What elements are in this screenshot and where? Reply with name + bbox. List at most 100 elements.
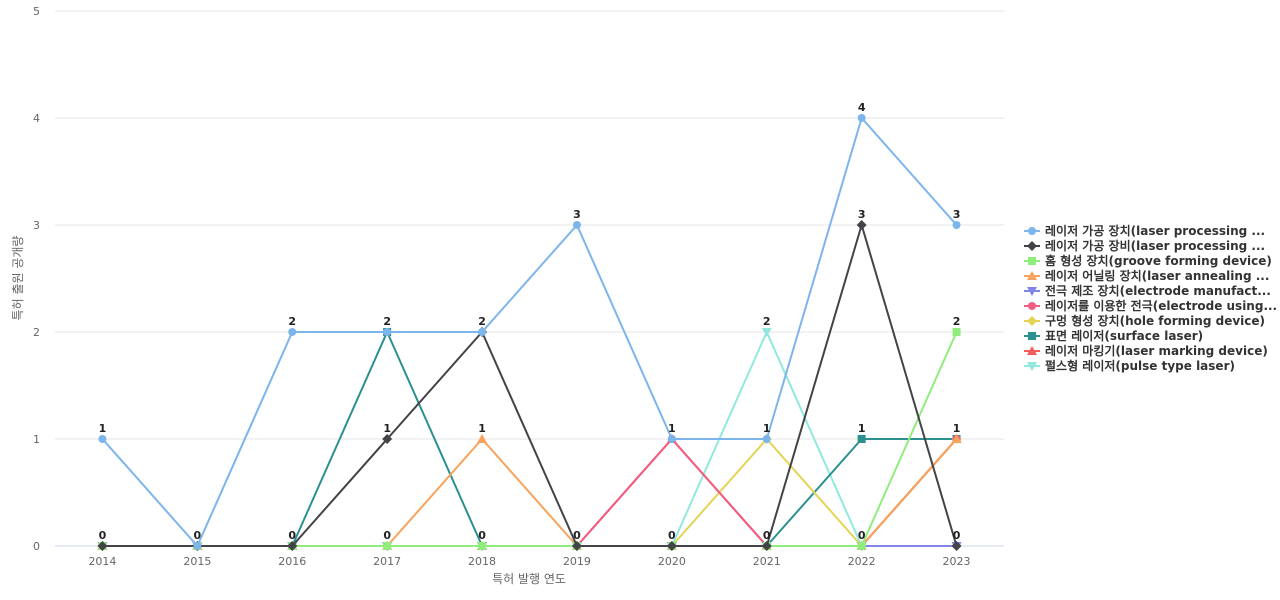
x-tick-label: 2017 (373, 555, 401, 568)
legend-marker (1027, 271, 1037, 280)
x-tick-label: 2023 (943, 555, 971, 568)
series-line-group (97, 434, 962, 550)
x-tick-label: 2019 (563, 555, 591, 568)
data-point (572, 221, 581, 229)
data-point (761, 541, 772, 551)
data-point (193, 542, 202, 550)
x-tick-label: 2021 (753, 555, 781, 568)
x-axis-title: 특허 발행 연도 (492, 571, 566, 586)
data-label: 2 (763, 315, 771, 328)
legend-label: 전극 제조 장치(electrode manufact... (1045, 283, 1271, 298)
x-tick-label: 2016 (278, 555, 306, 568)
data-label: 1 (953, 422, 961, 435)
data-label: 2 (383, 315, 391, 328)
legend-marker (1027, 287, 1037, 296)
legend-label: 레이저 어닐링 장치(laser annealing ... (1045, 268, 1269, 283)
series-line (102, 438, 958, 547)
data-label: 1 (763, 422, 771, 435)
data-label: 1 (99, 422, 107, 435)
data-point (478, 328, 487, 336)
series-group (97, 114, 962, 551)
legend-label: 펄스형 레이저(pulse type laser) (1045, 358, 1235, 373)
legend-item[interactable]: 홈 형성 장치(groove forming device) (1024, 253, 1272, 268)
data-label: 0 (194, 529, 202, 542)
data-labels: 1 0 0 2 0 2 1 0 2 1 0 3 0 1 0 2 1 0 4 3 1 0 3 2 1 0 (99, 101, 961, 542)
data-label: 3 (858, 208, 866, 221)
data-point (97, 541, 108, 551)
x-tick-label: 2022 (848, 555, 876, 568)
legend-marker (1027, 346, 1037, 355)
x-axis: 2014 2015 2016 2017 2018 2019 2020 2021 2022 2023 (88, 555, 970, 568)
legend-marker (1027, 241, 1037, 251)
legend-item[interactable]: 전극 제조 장치(electrode manufact... (1024, 283, 1271, 298)
series-line (101, 117, 958, 547)
y-tick-label: 2 (33, 326, 40, 339)
data-point (382, 434, 393, 444)
legend-item[interactable]: 레이저 가공 장비(laser processing ... (1024, 238, 1265, 253)
data-point (856, 220, 867, 230)
data-point (951, 434, 962, 443)
data-point (857, 542, 866, 550)
data-label: 0 (383, 529, 391, 542)
data-label: 0 (573, 529, 581, 542)
legend-marker (1028, 257, 1036, 265)
legend-item[interactable]: 레이저 마킹기(laser marking device) (1024, 343, 1268, 358)
data-point (951, 541, 962, 551)
data-label: 0 (858, 529, 866, 542)
legend-item[interactable]: 레이저 어닐링 장치(laser annealing ... (1024, 268, 1269, 283)
legend-label: 레이저를 이용한 전극(electrode using... (1045, 298, 1277, 313)
legend-label: 구멍 형성 장치(hole forming device) (1045, 313, 1265, 328)
y-tick-label: 5 (33, 5, 40, 18)
y-axis-title: 특허 출원 공개량 (11, 236, 25, 321)
y-tick-label: 0 (33, 540, 40, 553)
data-label: 2 (288, 315, 296, 328)
data-point (952, 328, 961, 336)
y-tick-label: 1 (33, 433, 40, 446)
data-point (383, 542, 392, 550)
data-label: 0 (668, 529, 676, 542)
data-point (477, 434, 488, 443)
data-label: 0 (478, 529, 486, 542)
data-label: 1 (668, 422, 676, 435)
x-tick-label: 2014 (88, 555, 116, 568)
data-point (383, 328, 392, 336)
data-label: 0 (288, 529, 296, 542)
legend-item[interactable]: 표면 레이저(surface laser) (1024, 328, 1203, 343)
data-point (287, 541, 298, 551)
data-point (857, 114, 866, 122)
series-line-group (98, 114, 961, 550)
legend-marker (1027, 316, 1037, 326)
legend-marker (1028, 302, 1036, 310)
data-label: 1 (478, 422, 486, 435)
data-point (667, 435, 676, 443)
data-label: 0 (953, 529, 961, 542)
y-tick-label: 3 (33, 219, 40, 232)
data-point (857, 435, 866, 443)
x-tick-label: 2015 (183, 555, 211, 568)
data-label: 4 (858, 101, 866, 114)
data-point (761, 328, 772, 337)
data-label: 2 (953, 315, 961, 328)
legend-item[interactable]: 레이저 가공 장치(laser processing ... (1024, 223, 1265, 238)
legend-marker (1028, 227, 1036, 235)
x-tick-label: 2018 (468, 555, 496, 568)
data-label: 0 (99, 529, 107, 542)
data-point (571, 541, 582, 551)
legend-label: 레이저 가공 장비(laser processing ... (1045, 238, 1265, 253)
data-label: 3 (573, 208, 581, 221)
data-label: 2 (478, 315, 486, 328)
data-label: 0 (763, 529, 771, 542)
data-point (288, 328, 297, 336)
data-point (98, 435, 107, 443)
data-point (666, 541, 677, 551)
data-label: 1 (383, 422, 391, 435)
legend-label: 레이저 가공 장치(laser processing ... (1045, 223, 1265, 238)
legend-item[interactable]: 구멍 형성 장치(hole forming device) (1024, 313, 1265, 328)
legend-item[interactable]: 레이저를 이용한 전극(electrode using... (1024, 298, 1277, 313)
y-tick-label: 4 (33, 112, 40, 125)
series-line-group (97, 220, 962, 551)
legend-item[interactable]: 펄스형 레이저(pulse type laser) (1024, 358, 1235, 373)
legend-label: 홈 형성 장치(groove forming device) (1045, 253, 1272, 268)
